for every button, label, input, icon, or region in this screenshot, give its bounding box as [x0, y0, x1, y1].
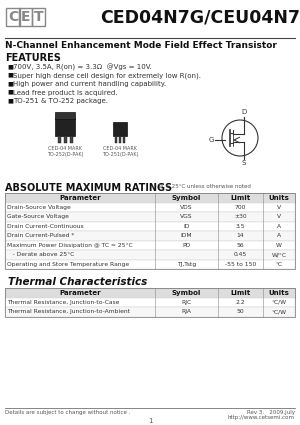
Text: IDM: IDM: [181, 233, 192, 238]
Text: Parameter: Parameter: [59, 290, 101, 296]
Text: RJA: RJA: [182, 309, 191, 314]
Text: Maximum Power Dissipation @ TC = 25°C: Maximum Power Dissipation @ TC = 25°C: [7, 243, 133, 248]
Text: ■: ■: [7, 90, 13, 94]
Text: Super high dense cell design for extremely low R(on).: Super high dense cell design for extreme…: [13, 73, 201, 79]
Bar: [5, 298, 295, 307]
Text: G: G: [208, 137, 214, 143]
Text: TJ,Tstg: TJ,Tstg: [177, 262, 196, 267]
Text: Drain-Source Voltage: Drain-Source Voltage: [7, 205, 71, 210]
Text: FEATURES: FEATURES: [5, 53, 61, 63]
Text: Parameter: Parameter: [59, 195, 101, 201]
Text: RJC: RJC: [182, 300, 192, 305]
Text: Details are subject to change without notice .: Details are subject to change without no…: [5, 410, 130, 415]
Text: Symbol: Symbol: [172, 290, 201, 296]
Bar: [5, 202, 295, 212]
Text: Limit: Limit: [230, 195, 250, 201]
Text: VGS: VGS: [180, 214, 193, 219]
Text: - Derate above 25°C: - Derate above 25°C: [7, 252, 74, 257]
Text: 1: 1: [148, 418, 152, 424]
Text: °C/W: °C/W: [272, 300, 286, 305]
Bar: [123, 136, 125, 143]
Text: http://www.cetsemi.com: http://www.cetsemi.com: [228, 415, 295, 420]
Bar: [5, 193, 295, 202]
Text: ±30: ±30: [234, 214, 247, 219]
Text: CED-04 MARK
TO-251(D-PAK): CED-04 MARK TO-251(D-PAK): [102, 146, 138, 157]
Text: Symbol: Symbol: [172, 195, 201, 201]
Text: -55 to 150: -55 to 150: [225, 262, 256, 267]
Text: ■: ■: [7, 98, 13, 103]
Text: W: W: [276, 243, 282, 248]
Text: Units: Units: [268, 195, 290, 201]
Text: ■: ■: [7, 73, 13, 77]
Text: 14: 14: [237, 233, 244, 238]
Text: Gate-Source Voltage: Gate-Source Voltage: [7, 214, 69, 219]
Text: Lead free product is acquired.: Lead free product is acquired.: [13, 90, 118, 96]
Text: A: A: [277, 224, 281, 229]
Bar: [55, 118, 75, 136]
Bar: [113, 122, 127, 136]
Text: Rev 3.   2009.July: Rev 3. 2009.July: [247, 410, 295, 415]
Text: Thermal Characteristics: Thermal Characteristics: [8, 277, 147, 287]
Text: Drain Current-Pulsed *: Drain Current-Pulsed *: [7, 233, 74, 238]
Bar: [5, 221, 295, 231]
Text: TA = 25°C unless otherwise noted: TA = 25°C unless otherwise noted: [157, 184, 251, 189]
Text: E: E: [21, 10, 31, 24]
Text: ■: ■: [7, 81, 13, 86]
Text: Drain Current-Continuous: Drain Current-Continuous: [7, 224, 84, 229]
Bar: [5, 212, 295, 221]
Bar: [58, 136, 61, 143]
Text: 700V, 3.5A, R(on) = 3.3Ω  @Vgs = 10V.: 700V, 3.5A, R(on) = 3.3Ω @Vgs = 10V.: [13, 64, 152, 71]
Text: S: S: [242, 160, 246, 166]
Bar: [70, 136, 73, 143]
Text: High power and current handling capability.: High power and current handling capabili…: [13, 81, 166, 87]
Bar: [5, 193, 295, 269]
Bar: [5, 231, 295, 241]
Text: V: V: [277, 214, 281, 219]
Text: C: C: [8, 10, 18, 24]
Text: °C: °C: [275, 262, 283, 267]
Text: A: A: [277, 233, 281, 238]
Bar: [55, 112, 75, 119]
Bar: [115, 136, 117, 143]
Text: ID: ID: [183, 224, 190, 229]
Text: ■: ■: [7, 64, 13, 69]
Text: 56: 56: [237, 243, 244, 248]
Text: 2.2: 2.2: [236, 300, 245, 305]
Bar: [5, 288, 295, 317]
Bar: [5, 250, 295, 260]
Text: T: T: [34, 10, 43, 24]
Text: VDS: VDS: [180, 205, 193, 210]
Text: Thermal Resistance, Junction-to-Case: Thermal Resistance, Junction-to-Case: [7, 300, 119, 305]
Text: Thermal Resistance, Junction-to-Ambient: Thermal Resistance, Junction-to-Ambient: [7, 309, 130, 314]
Text: °C/W: °C/W: [272, 309, 286, 314]
Text: N-Channel Enhancement Mode Field Effect Transistor: N-Channel Enhancement Mode Field Effect …: [5, 41, 277, 50]
Text: Units: Units: [268, 290, 290, 296]
Bar: [5, 260, 295, 269]
Text: ABSOLUTE MAXIMUM RATINGS: ABSOLUTE MAXIMUM RATINGS: [5, 183, 172, 193]
Bar: [5, 241, 295, 250]
Text: Limit: Limit: [230, 290, 250, 296]
Text: D: D: [242, 109, 247, 115]
Bar: [64, 136, 67, 143]
Text: 700: 700: [235, 205, 246, 210]
Text: TO-251 & TO-252 package.: TO-251 & TO-252 package.: [13, 98, 108, 104]
Text: PD: PD: [182, 243, 190, 248]
Text: V: V: [277, 205, 281, 210]
Text: Operating and Store Temperature Range: Operating and Store Temperature Range: [7, 262, 129, 267]
Bar: [5, 307, 295, 317]
Bar: [119, 136, 121, 143]
Text: W/°C: W/°C: [272, 252, 286, 257]
Text: CED-04 MARK
TO-252(D-PAK): CED-04 MARK TO-252(D-PAK): [47, 146, 83, 157]
Text: 3.5: 3.5: [236, 224, 245, 229]
Text: 0.45: 0.45: [234, 252, 247, 257]
Text: CED04N7G/CEU04N7G: CED04N7G/CEU04N7G: [100, 8, 300, 26]
Bar: [5, 288, 295, 298]
Text: 50: 50: [237, 309, 244, 314]
